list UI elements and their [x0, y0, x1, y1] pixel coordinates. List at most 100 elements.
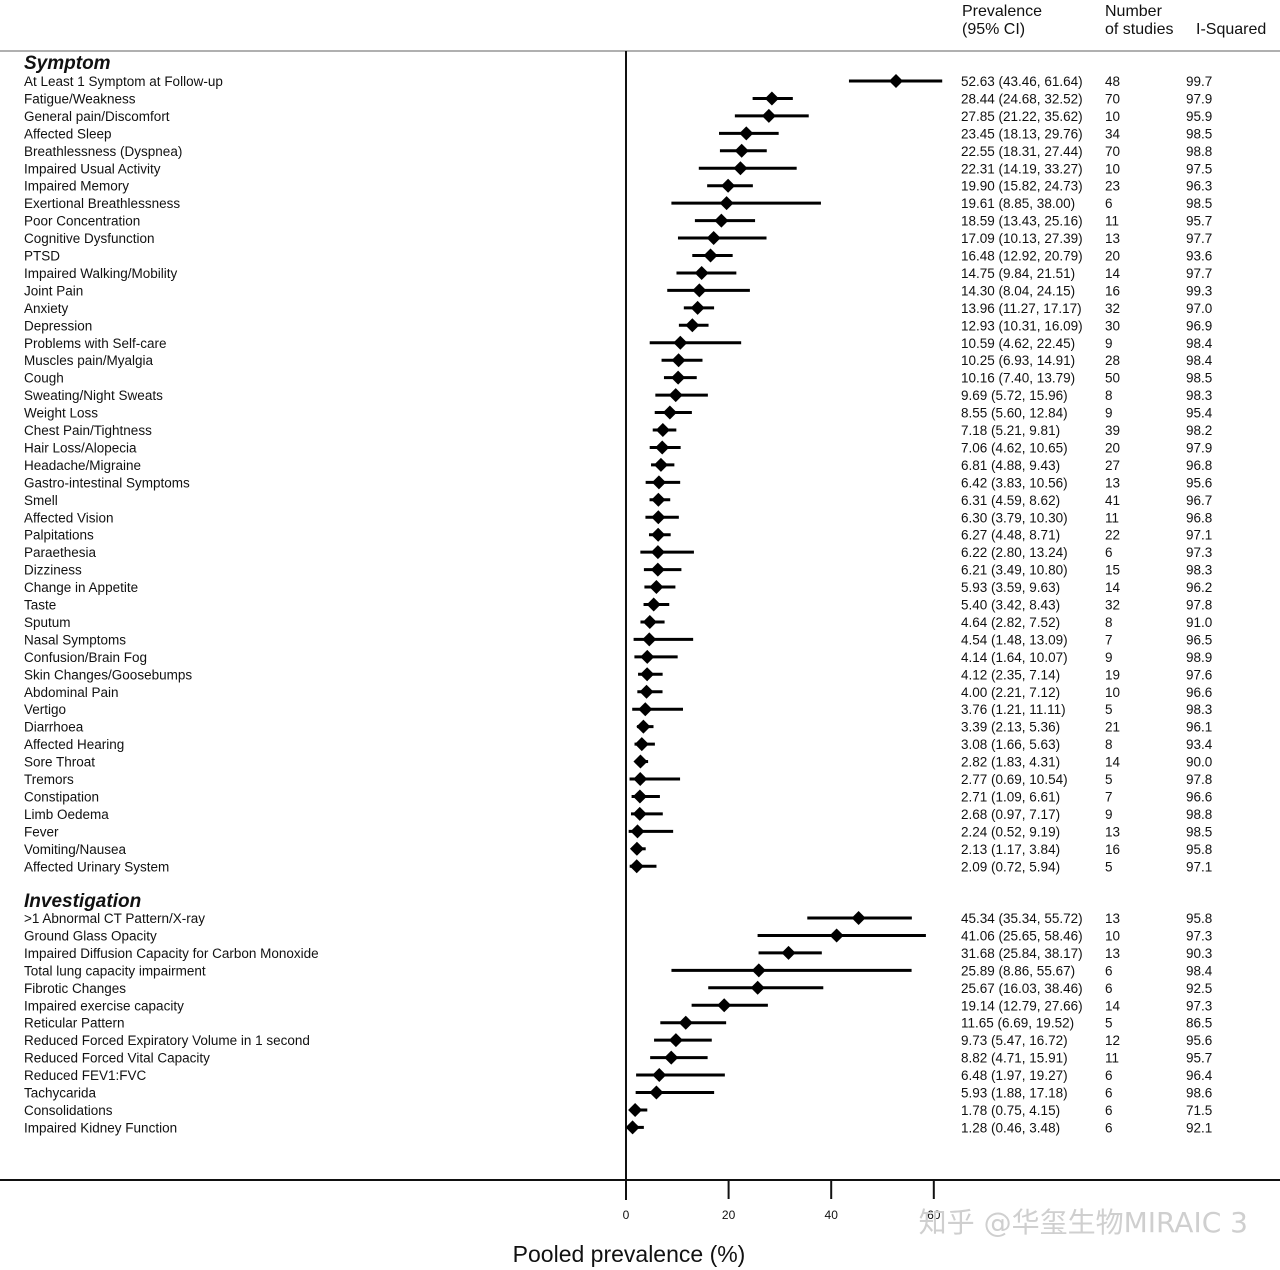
forest-row: Fibrotic Changes 25.67 (16.03, 38.46) 6 92.… — [24, 980, 1212, 996]
row-ci-text: 12.93 (10.31, 16.09) — [961, 318, 1083, 333]
row-studies: 5 — [1105, 702, 1113, 717]
row-label: Smell — [24, 493, 58, 508]
row-i-squared: 97.6 — [1186, 667, 1212, 682]
row-ci-text: 4.00 (2.21, 7.12) — [961, 685, 1060, 700]
row-ci-text: 6.31 (4.59, 8.62) — [961, 493, 1060, 508]
row-i-squared: 98.2 — [1186, 423, 1212, 438]
row-i-squared: 96.6 — [1186, 789, 1212, 804]
row-label: Breathlessness (Dyspnea) — [24, 144, 182, 159]
forest-row: Affected Urinary System 2.09 (0.72, 5.94)… — [24, 859, 1212, 874]
row-i-squared: 98.4 — [1186, 353, 1213, 368]
row-ci-text: 6.30 (3.79, 10.30) — [961, 510, 1068, 525]
estimate-marker — [651, 475, 666, 490]
estimate-marker — [649, 580, 664, 595]
row-studies: 9 — [1105, 650, 1113, 665]
estimate-marker — [642, 614, 657, 629]
estimate-marker — [685, 318, 700, 333]
row-i-squared: 97.0 — [1186, 301, 1212, 316]
header-studies-line1: Number — [1105, 3, 1163, 20]
forest-row: Change in Appetite 5.93 (3.59, 9.63) 14 96.… — [24, 580, 1212, 595]
row-i-squared: 91.0 — [1186, 615, 1212, 630]
row-i-squared: 96.3 — [1186, 179, 1212, 194]
row-studies: 23 — [1105, 179, 1120, 194]
estimate-marker — [655, 423, 670, 437]
row-ci-text: 8.82 (4.71, 15.91) — [961, 1051, 1068, 1066]
row-ci-text: 3.08 (1.66, 5.63) — [961, 737, 1060, 752]
forest-row: Palpitations 6.27 (4.48, 8.71) 22 97.1 — [24, 527, 1212, 543]
row-i-squared: 98.8 — [1186, 807, 1212, 822]
estimate-marker — [651, 492, 666, 507]
row-i-squared: 95.6 — [1186, 1033, 1212, 1048]
estimate-marker — [638, 702, 653, 717]
estimate-marker — [652, 1068, 667, 1083]
forest-row: Constipation 2.71 (1.09, 6.61) 7 96.6 — [24, 789, 1212, 804]
row-ci-text: 3.39 (2.13, 5.36) — [961, 720, 1060, 735]
row-label: Weight Loss — [24, 406, 98, 421]
row-studies: 32 — [1105, 598, 1120, 613]
row-label: Joint Pain — [24, 283, 83, 298]
forest-row: Fatigue/Weakness 28.44 (24.68, 32.52) 70 97… — [24, 91, 1212, 106]
estimate-marker — [625, 1120, 640, 1135]
row-studies: 9 — [1105, 406, 1113, 421]
x-axis-ticks: 0 20 40 60 — [623, 1180, 941, 1222]
row-studies: 34 — [1105, 126, 1121, 141]
row-ci-text: 19.14 (12.79, 27.66) — [961, 998, 1083, 1013]
estimate-marker — [668, 1033, 683, 1048]
forest-row: Impaired exercise capacity 19.14 (12.79, … — [24, 998, 1212, 1013]
forest-row: Abdominal Pain 4.00 (2.21, 7.12) 10 96.6 — [24, 684, 1212, 700]
row-ci-text: 9.69 (5.72, 15.96) — [961, 388, 1068, 403]
estimate-marker — [678, 1015, 693, 1030]
row-label: Exertional Breathlessness — [24, 196, 180, 211]
forest-row: >1 Abnormal CT Pattern/X-ray 45.34 (35.34… — [24, 911, 1212, 926]
row-i-squared: 95.6 — [1186, 475, 1212, 490]
row-i-squared: 99.7 — [1186, 74, 1212, 89]
forest-row: Affected Vision 6.30 (3.79, 10.30) 11 96.8 — [24, 510, 1212, 525]
forest-row: Sore Throat 2.82 (1.83, 4.31) 14 90.0 — [24, 754, 1212, 770]
forest-row: Impaired Walking/Mobility 14.75 (9.84, 21… — [24, 265, 1212, 281]
row-ci-text: 8.55 (5.60, 12.84) — [961, 406, 1068, 421]
row-ci-text: 27.85 (21.22, 35.62) — [961, 109, 1083, 124]
estimate-marker — [640, 667, 655, 682]
estimate-marker — [888, 74, 903, 88]
row-studies: 9 — [1105, 336, 1113, 351]
row-ci-text: 16.48 (12.92, 20.79) — [961, 249, 1083, 264]
row-label: Limb Oedema — [24, 807, 109, 822]
row-i-squared: 98.3 — [1186, 702, 1212, 717]
row-studies: 11 — [1105, 1051, 1119, 1066]
row-ci-text: 7.06 (4.62, 10.65) — [961, 440, 1068, 455]
row-i-squared: 95.8 — [1186, 911, 1212, 926]
row-label: Impaired exercise capacity — [24, 998, 184, 1013]
row-studies: 10 — [1105, 928, 1120, 943]
row-studies: 14 — [1105, 580, 1121, 595]
row-studies: 6 — [1105, 981, 1113, 996]
estimate-marker — [714, 213, 729, 228]
watermark: 知乎 @华玺生物MIRAIC 3 — [919, 1206, 1248, 1239]
row-label: Reticular Pattern — [24, 1016, 125, 1031]
row-studies: 20 — [1105, 440, 1120, 455]
estimate-marker — [642, 632, 657, 647]
forest-row: Chest Pain/Tightness 7.18 (5.21, 9.81) 39 9… — [24, 423, 1212, 438]
row-studies: 48 — [1105, 74, 1120, 89]
estimate-marker — [733, 161, 748, 176]
row-studies: 9 — [1105, 807, 1113, 822]
forest-row: Vomiting/Nausea 2.13 (1.17, 3.84) 16 95.8 — [24, 841, 1212, 857]
row-ci-text: 2.77 (0.69, 10.54) — [961, 772, 1068, 787]
estimate-marker — [650, 545, 665, 560]
row-studies: 5 — [1105, 1016, 1113, 1031]
forest-row: Reduced FEV1:FVC 6.48 (1.97, 19.27) 6 96.4 — [24, 1068, 1213, 1083]
row-i-squared: 99.3 — [1186, 283, 1212, 298]
x-axis-label: Pooled prevalence (%) — [513, 1241, 746, 1267]
row-ci-text: 1.28 (0.46, 3.48) — [961, 1120, 1060, 1135]
header-prevalence-line1: Prevalence — [962, 3, 1042, 20]
row-studies: 13 — [1105, 911, 1120, 926]
row-i-squared: 96.8 — [1186, 510, 1212, 525]
estimate-marker — [629, 841, 644, 856]
row-i-squared: 96.8 — [1186, 458, 1212, 473]
row-ci-text: 5.93 (3.59, 9.63) — [961, 580, 1060, 595]
row-studies: 70 — [1105, 91, 1120, 106]
row-label: Reduced Forced Vital Capacity — [24, 1051, 210, 1066]
row-ci-text: 14.75 (9.84, 21.51) — [961, 266, 1075, 281]
row-studies: 6 — [1105, 1120, 1113, 1135]
